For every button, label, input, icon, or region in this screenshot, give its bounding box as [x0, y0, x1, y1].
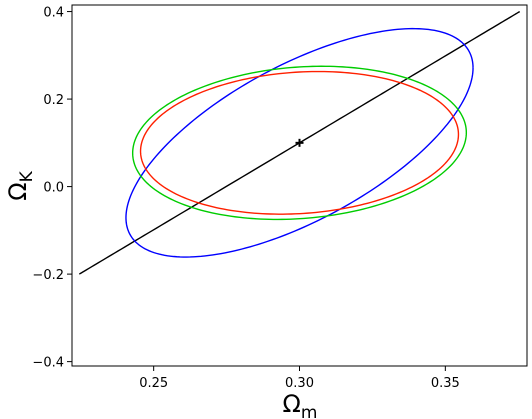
- y-axis-ticks: −0.4 −0.2 0.0 0.2 0.4: [32, 6, 72, 371]
- confidence-ellipses: [78, 10, 521, 275]
- y-tick-label: 0.4: [43, 6, 64, 21]
- x-tick-label: 0.35: [431, 376, 460, 391]
- fiducial-marker: [295, 138, 304, 147]
- x-axis-ticks: 0.25 0.30 0.35: [139, 366, 460, 391]
- y-tick-label: 0.2: [43, 93, 64, 108]
- x-tick-label: 0.25: [139, 376, 168, 391]
- ellipse-4: [139, 70, 460, 215]
- ellipse-2: [125, 27, 474, 258]
- ellipse-3: [131, 65, 468, 221]
- ellipse-1: [78, 10, 521, 275]
- x-axis-label: Ωm: [283, 390, 318, 419]
- x-axis-label-subscript: m: [301, 403, 318, 419]
- y-axis-label: ΩK: [4, 170, 37, 200]
- y-tick-label: 0.0: [43, 181, 64, 196]
- y-tick-label: −0.2: [32, 268, 64, 283]
- y-tick-label: −0.4: [32, 356, 64, 371]
- x-tick-label: 0.30: [285, 376, 314, 391]
- plot-background: [72, 5, 527, 366]
- y-axis-label-subscript: K: [17, 170, 37, 182]
